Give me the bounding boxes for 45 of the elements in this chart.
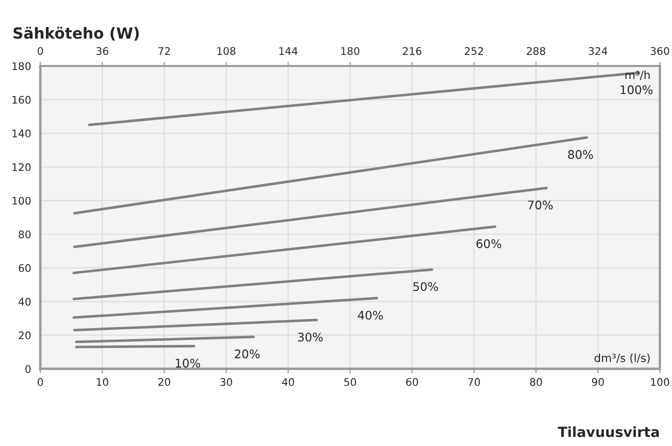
series-label: 60%: [476, 239, 502, 248]
x2-tick-label: 360: [650, 47, 670, 55]
x-tick-label: 0: [38, 378, 43, 386]
x-tick-label: 70: [468, 378, 480, 386]
x-tick-label: 40: [282, 378, 294, 386]
y-tick-label: 20: [18, 331, 31, 340]
series-label: 80%: [568, 150, 593, 159]
series-label: 70%: [528, 200, 553, 210]
x-tick-label: 20: [158, 378, 170, 386]
series-label: 40%: [358, 310, 383, 320]
x-tick-label: 90: [592, 378, 604, 386]
x2-tick-label: 108: [217, 47, 236, 55]
x2-tick-label: 252: [464, 47, 483, 55]
x2-tick-label: 288: [526, 47, 546, 55]
x2-tick-label: 36: [96, 47, 108, 55]
series-label: 20%: [234, 349, 260, 358]
y-tick-label: 60: [18, 264, 31, 272]
x2-tick-label: 180: [341, 47, 360, 55]
x-tick-label: 50: [344, 378, 356, 386]
x-tick-label: 100: [651, 378, 670, 386]
annotation: dm³/s (l/s): [594, 354, 650, 364]
y-axis-title: Sähköteho (W): [14, 26, 139, 41]
y-tick-label: 160: [12, 96, 31, 104]
series-label: 30%: [298, 332, 323, 342]
x-tick-label: 30: [220, 378, 232, 386]
y-tick-label: 100: [12, 196, 31, 205]
series-label: 50%: [413, 282, 438, 292]
x-axis-title: Tilavuusvirta: [558, 426, 659, 438]
x-tick-label: 10: [96, 378, 108, 386]
annotation: m³/h: [626, 70, 650, 80]
x2-tick-label: 0: [38, 47, 43, 55]
y-tick-label: 0: [25, 365, 31, 373]
x2-tick-label: 216: [402, 47, 422, 55]
x2-tick-label: 324: [588, 47, 608, 55]
y-tick-label: 140: [12, 130, 31, 138]
x2-tick-label: 72: [158, 47, 170, 55]
y-tick-label: 120: [12, 163, 31, 172]
y-tick-label: 40: [18, 298, 31, 306]
x2-tick-label: 144: [279, 47, 298, 55]
y-tick-label: 180: [12, 62, 31, 70]
series-label: 10%: [176, 358, 200, 368]
series-label: 100%: [620, 85, 652, 94]
x-tick-label: 60: [406, 378, 418, 386]
x-tick-label: 80: [530, 378, 542, 386]
y-tick-label: 80: [18, 230, 31, 238]
